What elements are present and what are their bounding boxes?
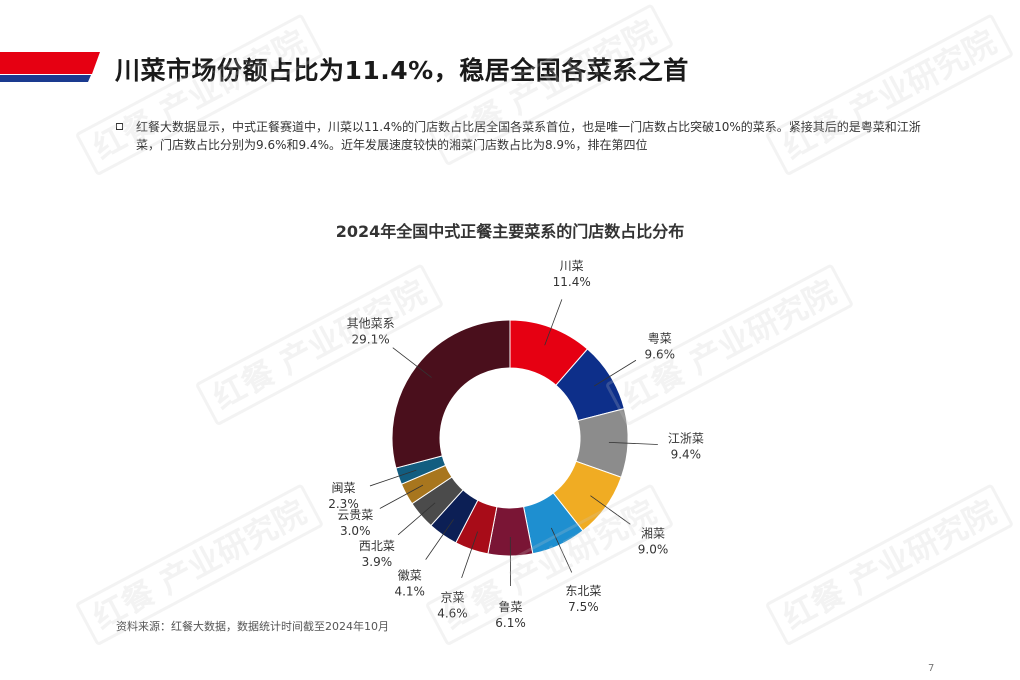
slice-value-label: 9.6% (645, 348, 676, 362)
slice-value-label: 11.4% (553, 275, 591, 289)
leader-line (425, 519, 454, 560)
slice-value-label: 4.1% (394, 585, 425, 599)
slice-category-label: 江浙菜 (668, 432, 704, 446)
header-accent-bar (0, 52, 100, 82)
bullet-icon (116, 123, 123, 130)
page-number: 7 (928, 663, 935, 674)
slice-value-label: 2.3% (328, 497, 359, 511)
source-note: 资料来源：红餐大数据，数据统计时间截至2024年10月 (116, 620, 389, 633)
slice-category-label: 东北菜 (565, 584, 601, 598)
chart-title: 2024年全国中式正餐主要菜系的门店数占比分布 (335, 222, 685, 241)
slice-value-label: 9.0% (638, 543, 669, 557)
slice-category-label: 鲁菜 (499, 600, 523, 614)
leader-line (544, 299, 563, 346)
slice-value-label: 7.5% (568, 600, 599, 614)
slice-value-label: 3.0% (340, 524, 371, 538)
slice-value-label: 6.1% (495, 616, 526, 630)
leader-line (590, 495, 631, 525)
description-text: 红餐大数据显示，中式正餐赛道中，川菜以11.4%的门店数占比居全国各菜系首位，也… (136, 120, 921, 152)
slice-category-label: 川菜 (560, 259, 584, 273)
slice-value-label: 9.4% (671, 448, 702, 462)
leader-line (461, 531, 479, 579)
leader-line (379, 484, 424, 509)
slice-category-label: 徽菜 (398, 568, 422, 583)
leader-line (594, 359, 637, 387)
slice-category-label: 云贵菜 (337, 508, 373, 522)
slice-category-label: 粤菜 (648, 331, 672, 346)
donut-slice (391, 319, 511, 469)
slice-value-label: 3.9% (362, 555, 393, 569)
leader-line (392, 347, 432, 378)
leader-line (397, 502, 436, 536)
leader-line (369, 469, 417, 487)
slice-value-label: 29.1% (352, 333, 390, 347)
slice-category-label: 西北菜 (359, 539, 395, 553)
slice-category-label: 其他菜系 (347, 317, 395, 331)
slice-value-label: 4.6% (437, 606, 468, 620)
page-title: 川菜市场份额占比为11.4%，稳居全国各菜系之首 (115, 56, 689, 85)
slice-category-label: 湘菜 (641, 526, 665, 541)
slice-category-label: 京菜 (440, 590, 464, 604)
leader-line (550, 527, 573, 573)
slice-category-label: 闽菜 (331, 481, 355, 495)
leader-line (608, 441, 658, 445)
